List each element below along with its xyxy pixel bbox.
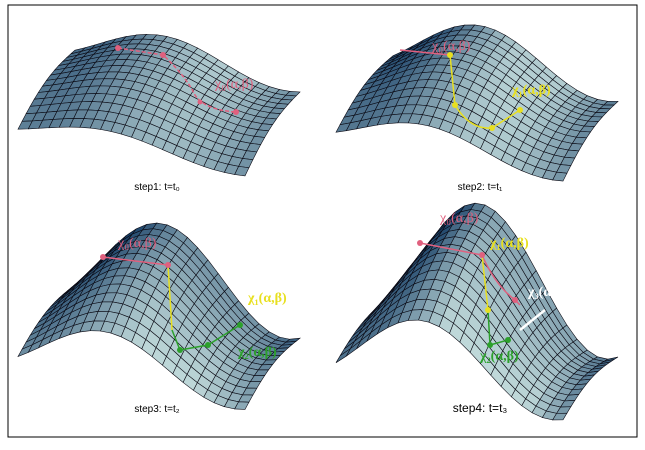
label: χ₁(α,β) xyxy=(247,291,287,306)
label: χ₁(α,β) xyxy=(489,236,529,251)
caption: step4: t=t₃ xyxy=(453,401,508,415)
label: χ₀(α,β) xyxy=(431,39,471,54)
caption: step2: t=t₁ xyxy=(458,182,503,193)
label: χ₂(α,β) xyxy=(479,349,519,364)
caption: step1: t=t₀ xyxy=(134,182,180,193)
label: χ₃(α,β) xyxy=(527,285,567,300)
label: χ₀(α,β) xyxy=(117,236,157,251)
label: χ₂(α,β) xyxy=(237,345,277,360)
figure: χ₀(α,β) χ₀(α,β) χ₁(α,β) χ₀(α,β) χ₁(α,β) … xyxy=(0,0,645,445)
label: χ₀(α,β) xyxy=(214,77,254,92)
label: χ₁(α,β) xyxy=(511,83,551,98)
label: χ₀(α,β) xyxy=(439,211,479,226)
caption: step3: t=t₂ xyxy=(134,404,179,415)
